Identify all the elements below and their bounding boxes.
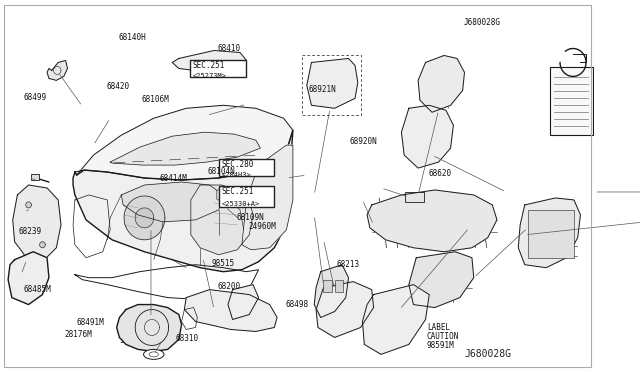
FancyBboxPatch shape	[550, 67, 593, 135]
FancyBboxPatch shape	[217, 190, 230, 200]
Polygon shape	[47, 61, 67, 80]
Polygon shape	[518, 198, 580, 268]
FancyBboxPatch shape	[234, 190, 246, 200]
Polygon shape	[228, 285, 259, 320]
Text: 68106M: 68106M	[142, 95, 170, 104]
Text: <25273M>: <25273M>	[193, 73, 227, 79]
Text: J680028G: J680028G	[464, 19, 500, 28]
Polygon shape	[26, 202, 31, 208]
Text: 24960M: 24960M	[249, 222, 276, 231]
Text: 68620: 68620	[428, 169, 451, 178]
FancyBboxPatch shape	[250, 190, 263, 200]
Text: CAUTION: CAUTION	[427, 332, 460, 341]
Polygon shape	[362, 285, 429, 355]
Text: 68499: 68499	[23, 93, 46, 102]
Text: 68410: 68410	[218, 44, 241, 54]
Text: 68104N: 68104N	[207, 167, 235, 176]
Text: 68921N: 68921N	[308, 85, 336, 94]
FancyBboxPatch shape	[190, 61, 246, 77]
Polygon shape	[122, 182, 223, 222]
Text: 68109N: 68109N	[237, 213, 265, 222]
Polygon shape	[191, 185, 253, 255]
Text: 68498: 68498	[285, 300, 308, 309]
Text: 68420: 68420	[106, 82, 129, 91]
Polygon shape	[135, 310, 168, 345]
Polygon shape	[135, 208, 154, 228]
Polygon shape	[418, 55, 465, 112]
FancyBboxPatch shape	[219, 159, 275, 176]
Ellipse shape	[143, 349, 164, 359]
Ellipse shape	[149, 352, 158, 357]
Polygon shape	[40, 242, 45, 248]
FancyBboxPatch shape	[527, 210, 574, 258]
Bar	[335, 280, 343, 292]
Bar	[31, 174, 39, 180]
Polygon shape	[172, 51, 246, 73]
Text: <25330+A>: <25330+A>	[221, 201, 260, 207]
Polygon shape	[54, 67, 61, 74]
Bar	[405, 192, 424, 202]
Bar	[323, 280, 332, 292]
Polygon shape	[316, 282, 374, 337]
Polygon shape	[401, 105, 453, 168]
Polygon shape	[420, 193, 428, 201]
Polygon shape	[75, 105, 293, 180]
Polygon shape	[367, 190, 497, 252]
Polygon shape	[116, 305, 182, 352]
Text: SEC.280: SEC.280	[221, 160, 254, 169]
Text: 68310: 68310	[176, 334, 199, 343]
Polygon shape	[314, 265, 349, 318]
Text: 28176M: 28176M	[65, 330, 93, 339]
Text: 68485M: 68485M	[23, 285, 51, 294]
Polygon shape	[307, 58, 358, 108]
Text: 68920N: 68920N	[350, 137, 378, 146]
Polygon shape	[110, 132, 260, 165]
Text: 68213: 68213	[336, 260, 359, 269]
Text: 68200: 68200	[218, 282, 241, 291]
Text: SEC.251: SEC.251	[193, 61, 225, 70]
Text: 68414M: 68414M	[160, 174, 188, 183]
Polygon shape	[184, 290, 277, 331]
Polygon shape	[8, 252, 49, 305]
Text: SEC.251: SEC.251	[221, 187, 254, 196]
Text: 98515: 98515	[211, 259, 235, 268]
Text: 68239: 68239	[19, 227, 42, 236]
Polygon shape	[242, 145, 293, 250]
Polygon shape	[73, 130, 293, 272]
Text: 98591M: 98591M	[427, 341, 454, 350]
Text: LABEL: LABEL	[427, 323, 450, 332]
Polygon shape	[145, 320, 159, 336]
Polygon shape	[124, 196, 165, 240]
Text: <284H3>: <284H3>	[221, 172, 252, 178]
Text: J680028G: J680028G	[465, 349, 511, 359]
Text: 68491M: 68491M	[77, 318, 104, 327]
FancyBboxPatch shape	[219, 186, 275, 207]
Polygon shape	[13, 185, 61, 262]
Text: 68140H: 68140H	[118, 33, 146, 42]
Polygon shape	[409, 252, 474, 308]
